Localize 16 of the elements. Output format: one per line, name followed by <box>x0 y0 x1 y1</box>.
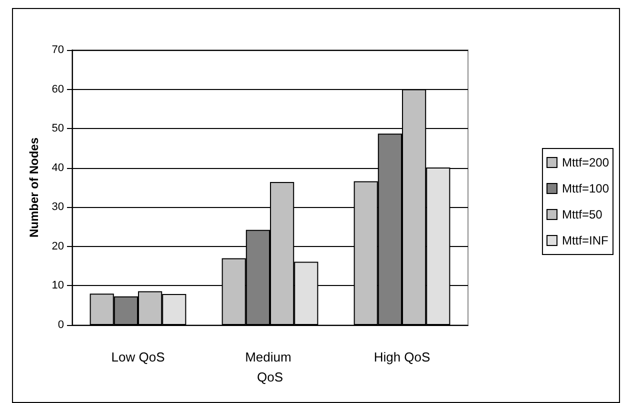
y-tick-label: 40 <box>52 162 64 174</box>
y-axis-title: Number of Nodes <box>27 137 41 238</box>
legend-label: Mttf=INF <box>562 234 608 248</box>
x-tick-label: Low QoS <box>111 350 166 364</box>
y-tick-label: 10 <box>52 280 64 292</box>
y-tick-label: 20 <box>52 240 64 252</box>
y-tick-label: 60 <box>52 83 64 96</box>
y-tick-label: 70 <box>52 44 64 56</box>
y-tick-label: 0 <box>58 319 64 331</box>
x-tick-label: High QoS <box>374 350 430 364</box>
x-tick-label: Medium QoS <box>245 350 295 384</box>
y-tick-label: 50 <box>52 122 64 135</box>
legend-label: Mttf=50 <box>562 208 603 222</box>
legend-label: Mttf=200 <box>562 156 610 170</box>
legend-label: Mttf=100 <box>562 182 610 196</box>
y-tick-label: 30 <box>52 201 64 214</box>
